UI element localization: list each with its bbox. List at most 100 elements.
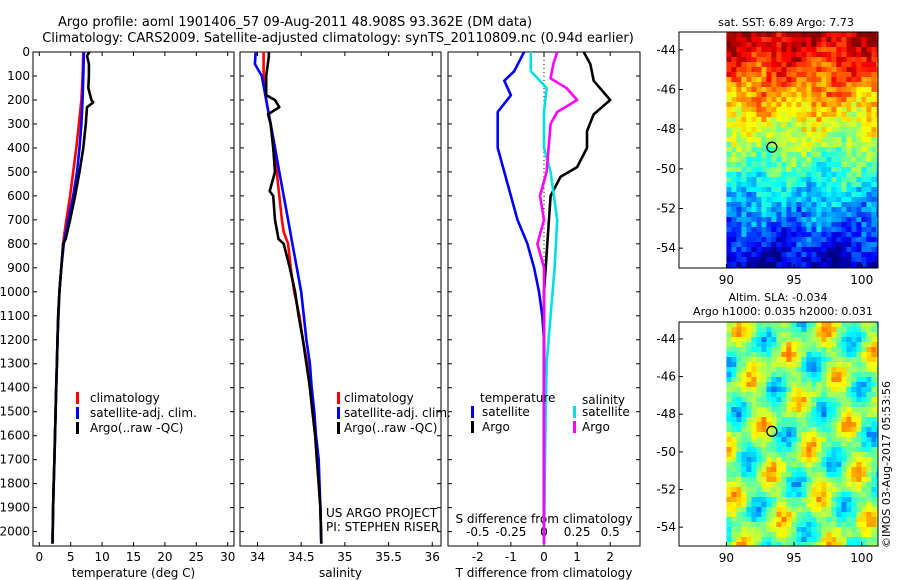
map-cell: [836, 97, 842, 103]
map-cell: [756, 377, 762, 383]
map-cell: [746, 472, 752, 478]
map-cell: [726, 122, 732, 128]
map-cell: [851, 527, 857, 533]
map-cell: [796, 462, 802, 468]
map-cell: [841, 197, 847, 203]
map-cell: [816, 507, 822, 513]
map-cell: [781, 472, 787, 478]
map-cell: [741, 237, 747, 243]
map-cell: [741, 242, 747, 248]
map-cell: [776, 112, 782, 118]
map-cell: [771, 102, 777, 108]
map-cell: [741, 57, 747, 63]
map-cell: [761, 227, 767, 233]
map-cell: [746, 97, 752, 103]
map-cell: [876, 517, 879, 523]
map-cell: [766, 487, 772, 493]
map-cell: [731, 397, 737, 403]
map-cell: [816, 97, 822, 103]
map-cell: [731, 457, 737, 463]
map-cell: [871, 117, 877, 123]
map-cell: [771, 222, 777, 228]
map-cell: [756, 517, 762, 523]
map-cell: [766, 327, 772, 333]
map-cell: [741, 247, 747, 253]
map-cell: [736, 112, 742, 118]
map-cell: [871, 342, 877, 348]
map-cell: [786, 427, 792, 433]
y-tick-label: 600: [7, 189, 30, 203]
map-cell: [846, 102, 852, 108]
map-cell: [766, 127, 772, 133]
map-cell: [876, 462, 879, 468]
map-cell: [816, 367, 822, 373]
map-cell: [751, 362, 757, 368]
map-cell: [851, 47, 857, 53]
map-cell: [876, 537, 879, 543]
map-cell: [746, 352, 752, 358]
map-cell: [831, 482, 837, 488]
map-cell: [846, 452, 852, 458]
map-cell: [806, 97, 812, 103]
map-cell: [866, 72, 872, 78]
x-axis-label: salinity: [319, 566, 362, 580]
map-cell: [786, 372, 792, 378]
map-cell: [776, 417, 782, 423]
map-cell: [756, 407, 762, 413]
map-cell: [821, 57, 827, 63]
map-cell: [736, 37, 742, 43]
map-cell: [856, 112, 862, 118]
map-cell: [771, 322, 777, 328]
map-cell: [866, 62, 872, 68]
map-cell: [876, 352, 879, 358]
map-cell: [821, 392, 827, 398]
map-cell: [731, 107, 737, 113]
map-cell: [846, 462, 852, 468]
map-cell: [741, 467, 747, 473]
map-cell: [876, 347, 879, 353]
map-cell: [746, 92, 752, 98]
map-cell: [796, 417, 802, 423]
map-cell: [861, 407, 867, 413]
map-cell: [806, 222, 812, 228]
map-cell: [876, 242, 879, 248]
map-cell: [816, 417, 822, 423]
map-cell: [836, 327, 842, 333]
map-cell: [771, 237, 777, 243]
map-cell: [761, 242, 767, 248]
map-cell: [846, 337, 852, 343]
map-cell: [796, 237, 802, 243]
map-cell: [776, 57, 782, 63]
map-cell: [796, 127, 802, 133]
map-cell: [841, 262, 847, 268]
map-cell: [741, 352, 747, 358]
map-cell: [766, 497, 772, 503]
map-cell: [871, 357, 877, 363]
map-cell: [811, 107, 817, 113]
map-cell: [776, 62, 782, 68]
map-cell: [831, 102, 837, 108]
map-cell: [756, 477, 762, 483]
map-cell: [826, 137, 832, 143]
map-cell: [876, 42, 879, 48]
x-tick-label: 2: [606, 550, 614, 564]
map-cell: [731, 247, 737, 253]
map-cell: [841, 257, 847, 263]
map-cell: [831, 492, 837, 498]
map-cell: [776, 507, 782, 513]
map-cell: [806, 422, 812, 428]
map-cell: [846, 367, 852, 373]
map-cell: [876, 402, 879, 408]
map-cell: [876, 112, 879, 118]
map-cell: [871, 197, 877, 203]
map-cell: [801, 77, 807, 83]
map-cell: [841, 37, 847, 43]
map-cell: [851, 447, 857, 453]
map-cell: [801, 477, 807, 483]
map-cell: [761, 167, 767, 173]
map-cell: [726, 67, 732, 73]
map-cell: [841, 462, 847, 468]
map-cell: [806, 362, 812, 368]
map-cell: [741, 472, 747, 478]
map-cell: [831, 252, 837, 258]
